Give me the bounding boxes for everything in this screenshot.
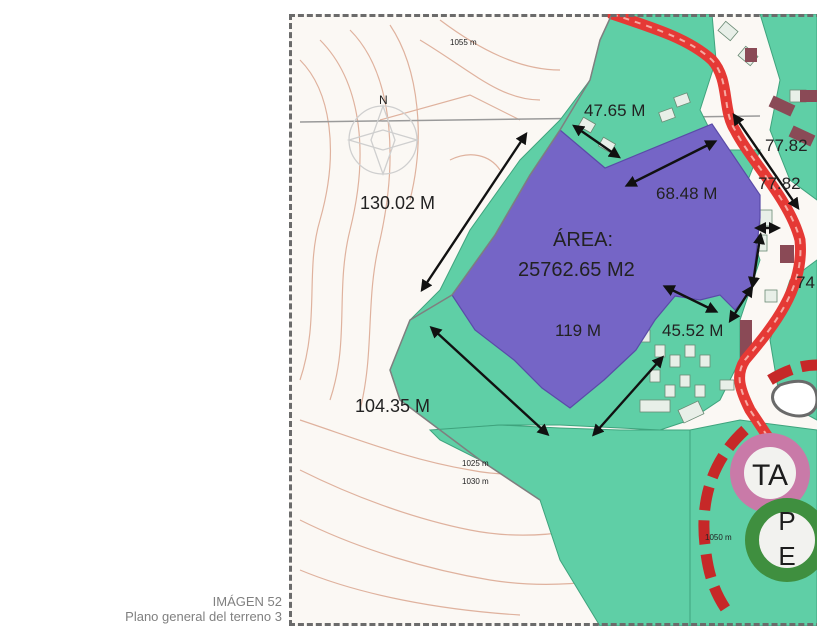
measure-68-48: 68.48 M (656, 184, 717, 203)
area-label: ÁREA: (553, 228, 613, 251)
road-centerline (611, 14, 802, 441)
measure-130-02: 130.02 M (360, 193, 435, 213)
area-value: 25762.65 M2 (518, 259, 635, 281)
e-label: E (778, 541, 795, 571)
ta-label: TA (752, 459, 788, 492)
roundabout (771, 379, 817, 418)
measure-45-52: 45.52 M (662, 321, 723, 340)
north-arrow-icon (346, 104, 420, 176)
measure-77-82-a: 77.82 (765, 136, 808, 155)
measure-119: 119 M (555, 321, 601, 340)
dimension-arrows (420, 113, 800, 437)
pe-zone-ring (745, 498, 817, 582)
image-caption: IMÁGEN 52 Plano general del terreno 3 (125, 594, 282, 624)
perimeter-arc (698, 425, 749, 619)
caption-number: IMÁGEN 52 (212, 594, 282, 609)
contour-label-1055: 1055 m (450, 38, 477, 47)
measure-74: 74 (796, 273, 815, 292)
north-label: N (379, 93, 388, 107)
caption-title: Plano general del terreno 3 (125, 609, 282, 624)
contour-label-1050: 1050 m (705, 533, 732, 542)
map-frame (289, 14, 817, 626)
measure-77-82-b: 77.82 (758, 174, 801, 193)
contour-label-1025: 1025 m (462, 459, 489, 468)
measure-104-35: 104.35 M (355, 396, 430, 416)
contour-label-1030: 1030 m (462, 477, 489, 486)
measure-47-65: 47.65 M (584, 101, 645, 120)
p-label: P (778, 506, 795, 536)
